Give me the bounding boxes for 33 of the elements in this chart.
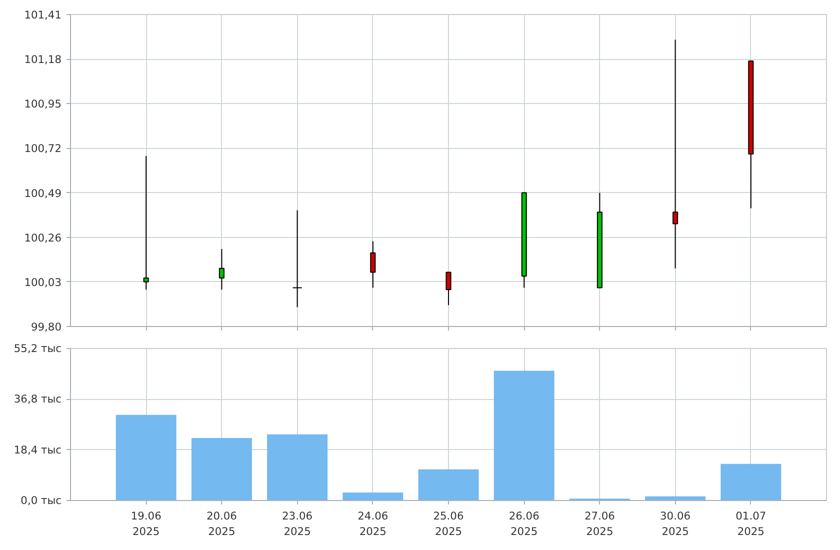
y-tick-label: 101,41 <box>24 8 62 22</box>
y-tick-label: 55,2 тыс <box>14 342 62 355</box>
y-tick-label: 100,03 <box>24 276 62 289</box>
bar <box>116 414 176 500</box>
bar <box>342 492 404 500</box>
x-tick-label: 01.07 2025 <box>736 510 766 538</box>
y-tick-label: 0,0 тыс <box>20 494 62 507</box>
candlestick <box>672 39 678 269</box>
bar <box>267 434 328 500</box>
candlestick <box>218 248 224 290</box>
y-tick-label: 100,95 <box>24 98 62 111</box>
x-tick-label: 23.06 2025 <box>282 510 313 538</box>
y-tick-label: 99,80 <box>30 320 62 334</box>
bar <box>720 464 782 500</box>
y-tick-label: 100,26 <box>24 231 62 244</box>
bar <box>191 438 252 500</box>
y-tick-label: 36,8 тыс <box>14 392 62 406</box>
y-tick-label: 18,4 тыс <box>14 443 62 456</box>
candlestick <box>143 155 149 290</box>
x-tick-label: 30.06 2025 <box>660 510 691 538</box>
x-tick-label: 26.06 2025 <box>508 510 540 538</box>
x-tick-label: 19.06 2025 <box>130 510 162 538</box>
x-tick-label: 25.06 2025 <box>433 510 464 538</box>
x-tick-label: 27.06 2025 <box>584 510 616 538</box>
bar <box>418 469 479 500</box>
candlestick <box>446 272 452 306</box>
x-tick-label: 20.06 2025 <box>206 510 238 538</box>
bar <box>494 370 554 500</box>
x-tick-label: 24.06 2025 <box>358 510 388 538</box>
y-tick-label: 100,72 <box>24 142 62 156</box>
y-tick-label: 101,18 <box>24 53 62 66</box>
y-tick-label: 100,49 <box>24 186 62 200</box>
candlestick <box>370 240 376 288</box>
